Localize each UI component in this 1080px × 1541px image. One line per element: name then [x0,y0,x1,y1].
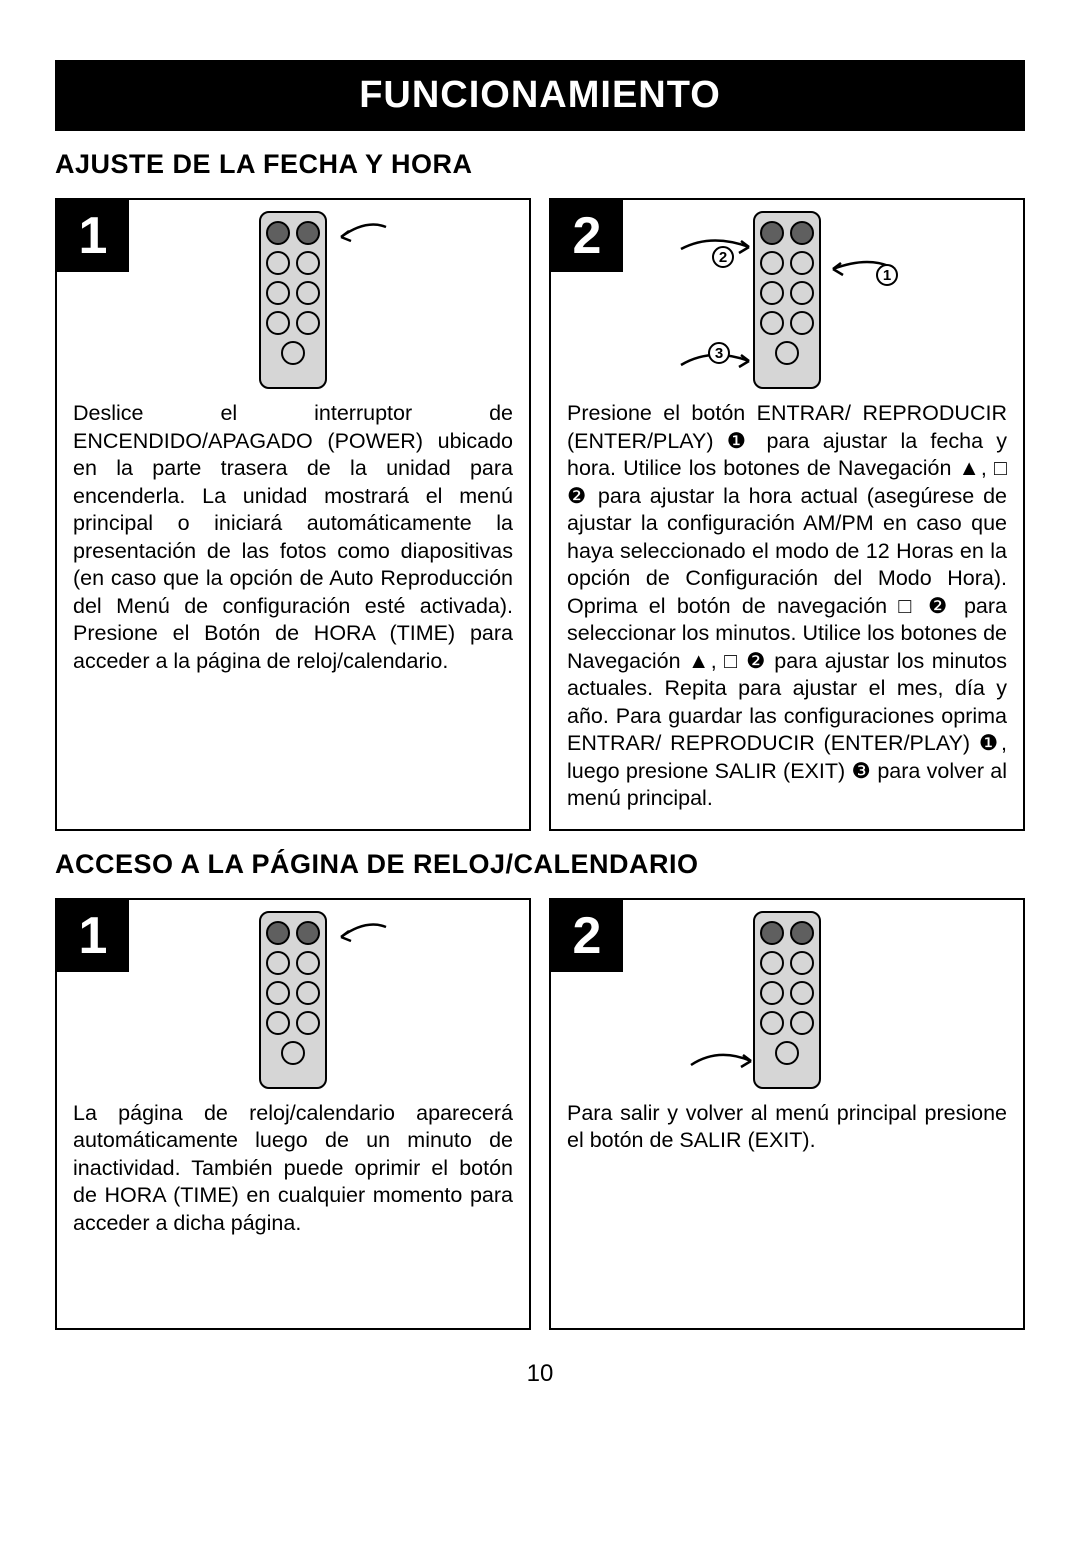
remote-wrap: 1 2 3 [753,211,821,389]
arrow-3-icon: 3 [671,341,757,385]
panel-number: 2 [551,900,623,972]
remote-icon [753,911,821,1089]
arrow-icon [331,917,391,961]
page-number: 10 [55,1360,1025,1388]
section2-heading: ACCESO A LA PÁGINA DE RELOJ/CALENDARIO [55,849,1025,880]
remote-icon [753,211,821,389]
section2-panel2: 2 Para salir y volver al menú principal … [549,898,1025,1330]
section1-panel2: 2 1 [549,198,1025,831]
section1-row: 1 Deslice el interruptor de ENCENDIDO/AP… [55,198,1025,831]
panel-text: La página de reloj/calendario aparecerá … [57,1090,529,1254]
panel-text: Deslice el interruptor de ENCENDIDO/APAG… [57,390,529,691]
remote-icon [259,211,327,389]
panel-text: Presione el botón ENTRAR/ REPRODUCIR (EN… [551,390,1023,829]
page-title-bar: FUNCIONAMIENTO [55,60,1025,131]
section1-panel1: 1 Deslice el interruptor de ENCENDIDO/AP… [55,198,531,831]
remote-icon [259,911,327,1089]
remote-wrap [753,911,821,1089]
arrow-icon [331,217,391,261]
arrow-label-1: 1 [883,267,891,284]
panel-number: 2 [551,200,623,272]
panel-number: 1 [57,900,129,972]
arrow-icon [683,1041,759,1085]
panel-text: Para salir y volver al menú principal pr… [551,1090,1023,1171]
remote-wrap [259,911,327,1089]
arrow-label-3: 3 [715,345,723,362]
section2-panel1: 1 La página de reloj/calendario aparecer… [55,898,531,1330]
arrow-label-2: 2 [719,249,727,266]
arrow-2-icon: 2 [671,229,757,273]
section2-row: 1 La página de reloj/calendario aparecer… [55,898,1025,1330]
arrow-1-icon: 1 [825,251,903,291]
section1-heading: AJUSTE DE LA FECHA Y HORA [55,149,1025,180]
remote-wrap [259,211,327,389]
panel-number: 1 [57,200,129,272]
